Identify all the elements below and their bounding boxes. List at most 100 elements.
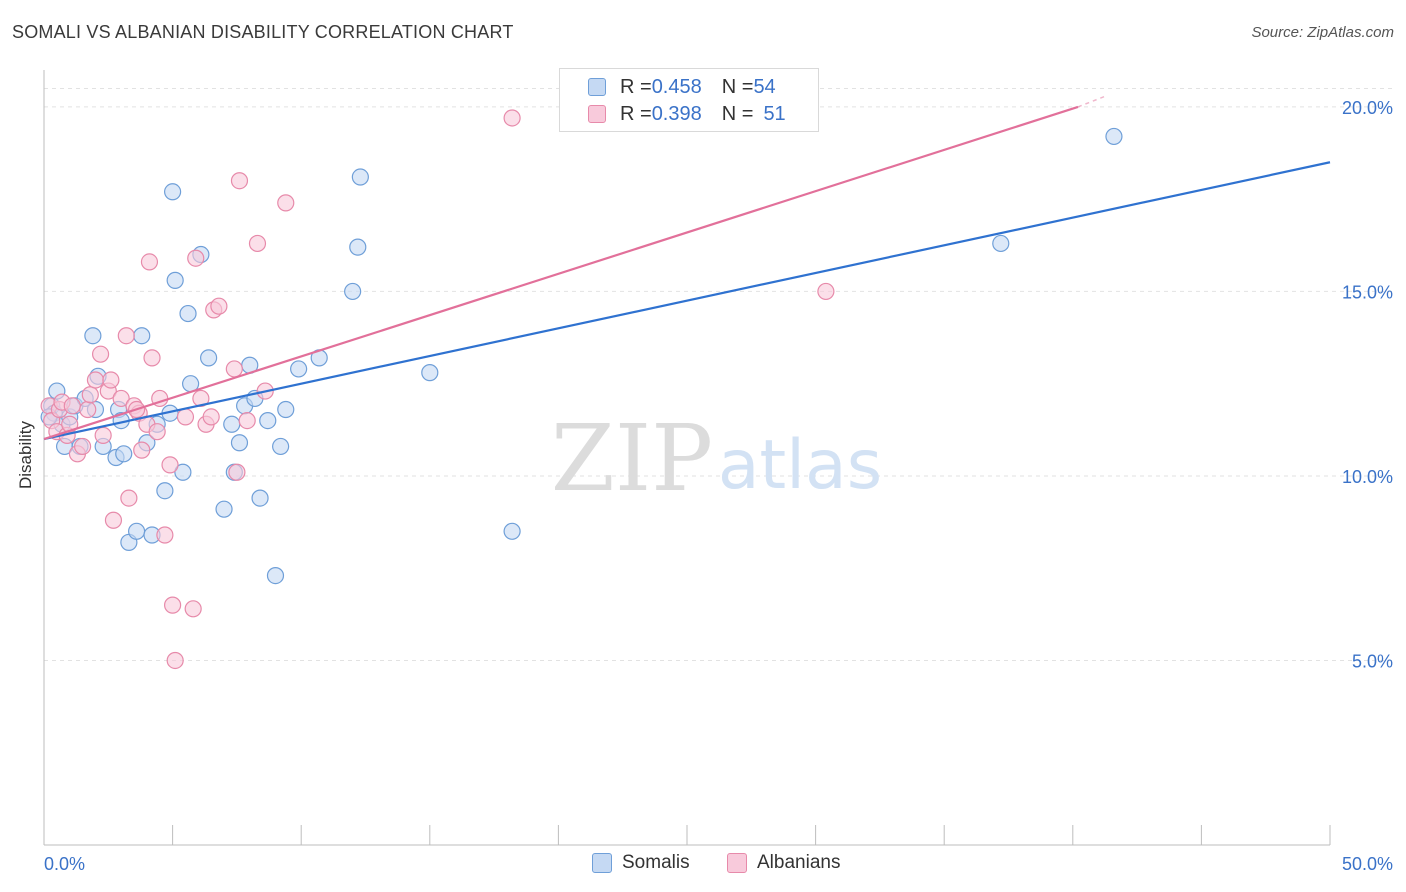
albanian-point: [102, 371, 120, 389]
points-layer: [40, 109, 1123, 670]
somali-point: [290, 360, 308, 378]
albanians-legend-swatch: [727, 853, 747, 873]
somali-point: [344, 282, 362, 301]
albanian-r-value: 0.398: [651, 102, 702, 125]
somali-point: [174, 463, 192, 481]
albanian-point: [161, 456, 179, 474]
somali-swatch: [588, 78, 606, 96]
somali-point: [133, 327, 151, 345]
albanian-point: [86, 371, 105, 389]
albanian-r-label: R =: [620, 102, 652, 125]
source-label: Source: ZipAtlas.com: [1251, 24, 1394, 41]
axis-layer: [43, 70, 1331, 846]
somali-point: [266, 566, 285, 585]
albanian-point: [192, 389, 210, 408]
albanian-point: [94, 426, 112, 444]
albanian-point: [156, 526, 174, 544]
albanian-point: [148, 423, 166, 441]
chart-title: SOMALI VS ALBANIAN DISABILITY CORRELATIO…: [12, 22, 514, 42]
albanian-point: [140, 253, 159, 271]
albanian-point: [248, 234, 267, 253]
y-tick-label: 20.0%: [1342, 98, 1393, 118]
x-tick-label: 0.0%: [44, 854, 85, 874]
legend-row-albanian: R = 0.398 N = 51: [588, 102, 786, 126]
albanian-point: [228, 463, 246, 481]
watermark: ZIP atlas: [551, 405, 882, 512]
somali-point: [215, 500, 233, 518]
somali-point: [272, 437, 290, 456]
albanian-point: [81, 386, 99, 404]
albanian-point: [225, 360, 243, 378]
somali-n-label: N =: [721, 75, 754, 98]
y-axis-label: Disability: [16, 420, 35, 490]
albanian-n-label: N =: [721, 102, 754, 125]
y-tick-label: 15.0%: [1342, 282, 1393, 302]
bottom-legend-albanians: Albanians: [727, 852, 840, 874]
albanian-point: [120, 489, 138, 507]
y-tick-label: 10.0%: [1342, 467, 1393, 487]
legend-row-somali: R = 0.458 N = 54: [588, 75, 776, 99]
somali-point: [84, 327, 102, 345]
albanian-n-value: 51: [763, 102, 786, 125]
albanian-point: [176, 408, 195, 426]
somali-point: [259, 411, 277, 430]
y-tick-label: 5.0%: [1352, 651, 1393, 671]
somali-point: [127, 522, 146, 540]
bottom-legend-somalis: Somalis: [592, 852, 690, 874]
albanian-point: [230, 172, 249, 190]
albanian-point: [817, 282, 835, 301]
albanian-point: [91, 345, 110, 363]
somali-point: [251, 489, 269, 507]
albanian-point: [117, 327, 135, 345]
somali-point: [115, 445, 133, 463]
correlation-legend: R = 0.458 N = 54 R = 0.398 N = 51: [559, 68, 819, 132]
somali-point: [1105, 127, 1123, 146]
albanian-point: [112, 389, 130, 408]
somali-trend-line: [43, 161, 1331, 441]
albanian-trend-extension: [1077, 95, 1107, 108]
somali-point: [421, 364, 439, 382]
albanian-point: [104, 511, 123, 529]
albanian-point: [61, 415, 79, 433]
somali-point: [179, 304, 197, 323]
somalis-legend-swatch: [592, 853, 612, 873]
somali-point: [230, 434, 249, 452]
albanian-point: [63, 397, 81, 415]
albanian-point: [73, 437, 92, 456]
somali-r-value: 0.458: [651, 75, 702, 98]
albanian-point: [166, 651, 184, 670]
somali-point: [164, 183, 182, 201]
albanian-trend-line: [43, 105, 1079, 441]
tick-label-layer: 5.0% 10.0% 15.0% 20.0% 0.0% 50.0%: [44, 98, 1393, 874]
albanian-point: [143, 349, 161, 367]
albanians-legend-label: Albanians: [757, 852, 841, 873]
albanian-point: [277, 194, 295, 212]
albanian-point: [79, 400, 97, 419]
somali-point: [200, 349, 218, 367]
albanian-point: [184, 600, 202, 618]
watermark-zip: ZIP: [551, 405, 713, 512]
albanian-point: [133, 441, 151, 459]
albanian-point: [164, 596, 182, 614]
albanian-point: [202, 408, 220, 426]
trend-layer: [43, 95, 1331, 441]
somali-point: [156, 482, 174, 500]
somali-n-value: 54: [753, 75, 776, 98]
somali-point: [503, 522, 521, 540]
somali-point: [349, 238, 367, 256]
somalis-legend-label: Somalis: [622, 852, 690, 873]
albanian-swatch: [588, 105, 606, 123]
somali-r-label: R =: [620, 75, 652, 98]
albanian-point: [210, 297, 228, 315]
albanian-point: [238, 411, 256, 430]
somali-point: [166, 271, 184, 289]
x-tick-label: 50.0%: [1342, 854, 1393, 874]
albanian-point: [503, 109, 521, 127]
somali-point: [223, 415, 241, 433]
watermark-atlas: atlas: [718, 426, 882, 505]
albanian-point: [187, 249, 205, 267]
somali-point: [351, 168, 369, 186]
somali-point: [277, 400, 295, 419]
somali-point: [992, 234, 1010, 253]
